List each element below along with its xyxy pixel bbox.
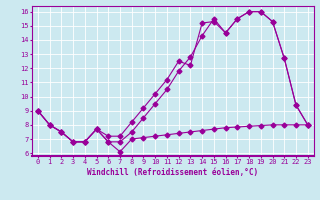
X-axis label: Windchill (Refroidissement éolien,°C): Windchill (Refroidissement éolien,°C) — [87, 168, 258, 177]
